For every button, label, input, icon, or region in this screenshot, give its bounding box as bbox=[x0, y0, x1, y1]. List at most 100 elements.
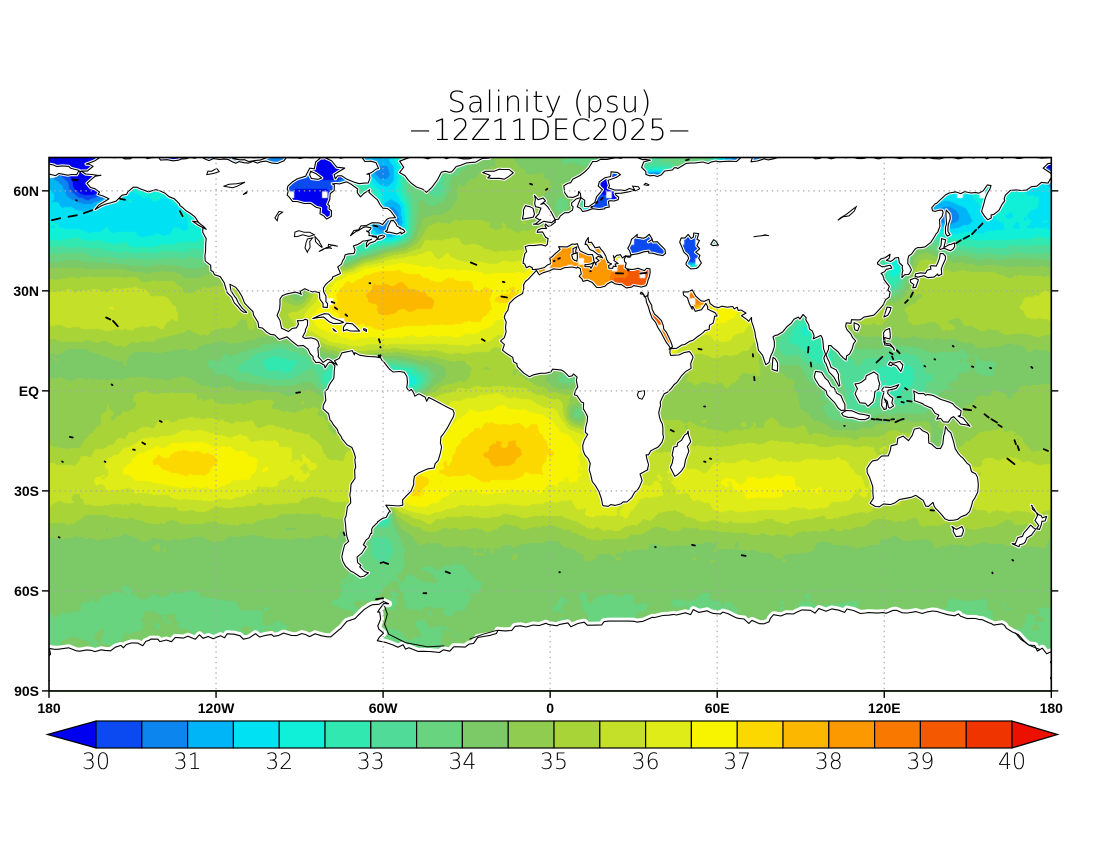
island-mark bbox=[71, 178, 79, 182]
colorbar-segment bbox=[736, 720, 784, 749]
colorbar-segment bbox=[416, 720, 464, 749]
coastline-sakhalin bbox=[944, 209, 951, 237]
lake-superior bbox=[293, 230, 316, 238]
coastline-corsica bbox=[572, 246, 578, 254]
coastline-eurafrasia bbox=[499, 157, 1052, 507]
lake-ladoga bbox=[631, 185, 641, 192]
colorbar-segment bbox=[461, 720, 509, 749]
island-mark bbox=[179, 210, 184, 218]
island-mark bbox=[1006, 457, 1016, 466]
island-mark bbox=[904, 387, 909, 391]
island-mark bbox=[50, 217, 61, 222]
figure-subtitle-datetime: −12Z11DEC2025− bbox=[408, 113, 692, 147]
island-mark bbox=[372, 224, 379, 228]
lake-gbear bbox=[206, 167, 221, 176]
colorbar-label-31: 31 bbox=[174, 750, 202, 775]
colorbar-segment bbox=[370, 720, 418, 749]
colorbar-segment bbox=[232, 720, 280, 749]
colorbar-segment bbox=[828, 720, 876, 749]
island-mark bbox=[875, 356, 884, 364]
colorbar-arrow-low bbox=[45, 720, 97, 749]
island-mark bbox=[1030, 366, 1034, 369]
colorbar-label-37: 37 bbox=[723, 750, 751, 775]
x-axis-label-0: 0 bbox=[546, 700, 554, 716]
coastline-kyushu bbox=[909, 277, 919, 289]
island-mark bbox=[923, 365, 927, 368]
island-mark bbox=[685, 158, 690, 162]
coastline-puerto-rico bbox=[362, 328, 368, 332]
island-mark bbox=[899, 418, 905, 421]
lake-athabasca bbox=[242, 191, 248, 196]
y-axis-label-60S: 60S bbox=[14, 583, 39, 599]
island-mark bbox=[809, 361, 813, 368]
island-mark bbox=[972, 405, 977, 409]
island-mark bbox=[895, 349, 901, 355]
coastline-nz-south bbox=[1011, 524, 1036, 548]
coastline-southampton-island bbox=[309, 170, 323, 180]
island-mark bbox=[1011, 559, 1015, 562]
colorbar-segment bbox=[553, 720, 601, 749]
island-mark bbox=[691, 544, 696, 547]
island-mark bbox=[977, 222, 984, 229]
island-mark bbox=[158, 420, 163, 423]
island-mark bbox=[626, 268, 630, 272]
x-axis-label-180: 180 bbox=[1040, 700, 1064, 716]
colorbar-label-40: 40 bbox=[998, 750, 1026, 775]
island-mark bbox=[983, 413, 990, 419]
y-axis-label-90S: 90S bbox=[14, 683, 39, 699]
island-mark bbox=[883, 419, 891, 422]
y-axis-label-30N: 30N bbox=[13, 283, 39, 299]
island-mark bbox=[67, 214, 78, 218]
coastline-sicily bbox=[584, 261, 595, 269]
island-mark bbox=[500, 295, 508, 299]
island-mark bbox=[894, 419, 900, 424]
coastline-jamaica bbox=[332, 328, 337, 332]
island-mark bbox=[906, 400, 913, 403]
island-mark bbox=[599, 196, 604, 201]
island-mark bbox=[697, 348, 703, 351]
colorbar-segment bbox=[873, 720, 921, 749]
island-mark bbox=[69, 436, 74, 439]
y-axis-label-60N: 60N bbox=[13, 183, 39, 199]
coastline-iceland bbox=[482, 168, 514, 180]
island-mark bbox=[904, 299, 909, 304]
coastline-victoria-island-south bbox=[232, 157, 270, 163]
lake-michigan bbox=[304, 236, 314, 254]
coastline-madagascar bbox=[669, 430, 692, 477]
colorbar-label-39: 39 bbox=[906, 750, 934, 775]
coastline-sri-lanka bbox=[771, 356, 779, 372]
coastline-americas bbox=[80, 157, 455, 578]
island-mark bbox=[384, 562, 389, 565]
coastline-baffin-island bbox=[324, 157, 380, 185]
colorbar-label-38: 38 bbox=[815, 750, 843, 775]
ice-shelf-line bbox=[469, 629, 498, 640]
colorbar-segment bbox=[187, 720, 235, 749]
island-mark bbox=[377, 354, 382, 358]
island-mark bbox=[545, 187, 549, 191]
x-axis-label-180: 180 bbox=[37, 700, 61, 716]
island-mark bbox=[1016, 445, 1020, 452]
lake-onega bbox=[643, 182, 650, 187]
y-axis-label-30S: 30S bbox=[14, 483, 39, 499]
island-mark bbox=[888, 351, 894, 356]
coastline-java bbox=[841, 409, 870, 421]
island-mark bbox=[962, 234, 971, 240]
y-axis-label-EQ: EQ bbox=[19, 383, 39, 399]
island-mark bbox=[119, 197, 126, 201]
island-mark bbox=[962, 408, 972, 412]
island-mark bbox=[378, 338, 381, 344]
land-layer bbox=[49, 157, 1052, 691]
ice-shelf-line bbox=[1014, 632, 1041, 651]
lake-ontario bbox=[327, 243, 338, 249]
island-mark bbox=[295, 391, 301, 394]
x-axis-label-60W: 60W bbox=[369, 700, 399, 716]
island-mark bbox=[529, 182, 533, 186]
island-mark bbox=[371, 235, 377, 238]
coastline-uk bbox=[532, 194, 556, 225]
island-mark bbox=[639, 271, 648, 275]
coastline-cuba bbox=[312, 313, 345, 325]
coastline-chukotka-east bbox=[49, 163, 80, 177]
island-mark bbox=[909, 291, 914, 298]
